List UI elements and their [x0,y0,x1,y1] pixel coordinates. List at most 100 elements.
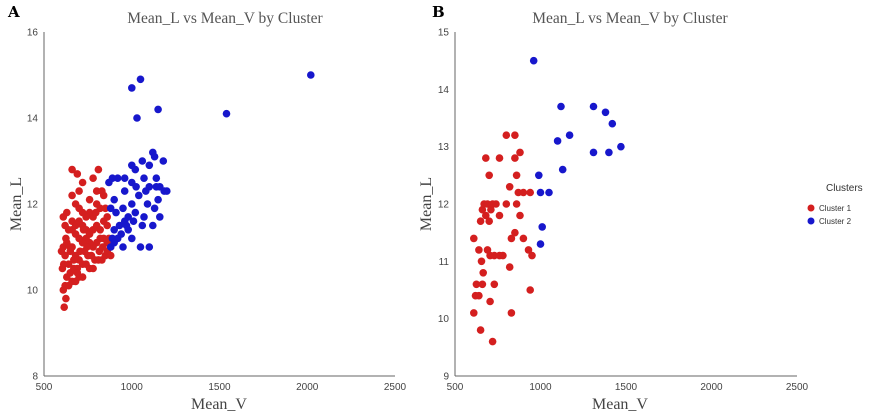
panel-a-cluster-1-point-51 [63,208,71,217]
panel-a-cluster-2-point-53 [143,200,152,208]
panel-b-cluster-2-point-15 [536,240,545,248]
panel-b-cluster-2-point-3 [601,108,610,117]
panel-b-x-label: Mean_V [592,396,648,413]
panel-a-cluster-1-point-90 [79,226,88,234]
panel-b-y-tick-2: 11 [439,257,450,268]
panel-a-x-label: Mean_V [191,396,247,413]
panel-b-y-tick-5: 14 [438,85,450,96]
panel-b-cluster-2-point-0 [529,56,538,65]
panel-b-cluster-2-point-4 [608,119,617,128]
panel-b-cluster-1-point-48 [526,286,534,294]
panel-a-title: Mean_L vs Mean_V by Cluster [127,10,323,27]
panel-a-cluster-1-point-87 [57,247,66,256]
panel-a-cluster-1-point-12 [78,273,87,281]
panel-b-points [470,56,625,346]
panel-b-cluster-1-point-26 [492,200,500,208]
panel-a: A Mean_L vs Mean_V by Cluster Mean_V Mea… [7,3,407,413]
panel-a-cluster-2-point-32 [140,213,148,221]
panel-a-cluster-2-point-40 [110,226,118,234]
panel-a-cluster-2-point-12 [159,157,168,165]
panel-b-cluster-1-point-41 [485,171,494,180]
panel-b-cluster-1-point-33 [526,188,534,197]
panel-a-cluster-2-point-28 [112,208,120,217]
panel-b-x-tick-0: 500 [447,382,464,393]
panel-a-cluster-2-point-35 [149,221,157,230]
panel-b-cluster-1-point-19 [478,205,487,214]
panel-b-cluster-2-point-7 [589,148,598,157]
panel-b-cluster-1-point-40 [482,154,490,162]
panel-a-cluster-1-point-1 [62,294,70,303]
panel-a-cluster-1-point-83 [103,213,111,221]
panel-a-ticks: 500 1000 1500 2000 2500 8 10 12 14 16 [27,28,407,394]
panel-b-cluster-1-point-29 [505,183,514,191]
legend-title: Clusters [826,183,863,194]
panel-a-y-label: Mean_L [8,177,25,231]
panel-a-y-tick-2: 12 [27,200,39,211]
panel-a-cluster-1-point-94 [99,243,107,251]
panel-b-cluster-1-point-2 [475,291,483,300]
panel-a-cluster-1-point-77 [73,170,82,178]
panel-a-cluster-1-point-69 [68,191,76,200]
panel-b-ticks: 500 1000 1500 2000 2500 9 10 11 12 13 14 15 [438,28,809,394]
panel-a-cluster-1-point-78 [68,165,76,174]
legend-marker-cluster-2 [807,217,815,225]
panel-b-y-tick-1: 10 [438,314,450,325]
panel-b-cluster-2-point-8 [565,131,574,139]
panel-a-cluster-2-point-49 [110,238,118,247]
panel-b-letter: B [432,3,445,21]
panel-a-cluster-2-point-1 [136,75,145,84]
panel-a-cluster-1-point-75 [92,187,101,195]
panel-a-cluster-2-point-2 [133,114,141,122]
panel-a-cluster-1-point-91 [83,243,91,251]
panel-b-cluster-2-point-13 [545,188,553,197]
panel-a-cluster-2-point-55 [132,183,140,191]
panel-a-cluster-2-point-5 [307,71,315,79]
panel-a-cluster-1-point-82 [101,204,110,213]
panel-a-x-tick-2: 1500 [208,382,231,393]
panel-b-cluster-2-point-2 [589,102,598,111]
panel-a-cluster-2-point-27 [106,204,115,213]
panel-b-cluster-1-point-38 [502,131,511,139]
panel-b-cluster-1-point-17 [499,251,507,260]
panel-b-title: Mean_L vs Mean_V by Cluster [532,10,728,27]
panel-a-cluster-1-point-68 [71,200,80,208]
panel-b-y-label: Mean_L [418,177,435,231]
panel-b-cluster-1-point-4 [478,280,487,289]
panel-a-y-tick-1: 10 [27,286,39,297]
panel-b-cluster-1-point-11 [477,257,486,266]
panel-a-cluster-2-point-3 [154,105,162,114]
panel-b-cluster-1-point-46 [524,246,533,254]
panel-b-cluster-2-point-9 [553,137,562,145]
panel-b-cluster-1-point-34 [512,171,521,180]
panel-a-cluster-2-point-36 [138,221,147,230]
panel-a-cluster-2-point-29 [119,204,127,213]
panel-a-cluster-2-point-8 [145,161,154,170]
panel-a-cluster-1-point-92 [92,208,100,217]
panel-b-y-tick-0: 9 [443,372,449,383]
panel-b-cluster-1-point-24 [485,217,494,225]
panel-a-cluster-2-point-47 [145,243,154,251]
panel-b-cluster-1-point-35 [511,154,519,162]
panel-b-cluster-1-point-28 [502,200,511,208]
panel-a-cluster-2-point-18 [120,187,129,195]
panel-b-cluster-1-point-43 [511,228,519,237]
panel-a-y-tick-3: 14 [27,114,39,125]
panel-a-cluster-2-point-11 [150,152,159,161]
panel-a-cluster-2-point-34 [156,213,164,221]
legend-label-cluster-2: Cluster 2 [819,217,852,226]
panel-b-x-tick-4: 2500 [786,382,809,393]
panel-a-cluster-2-point-43 [119,243,127,251]
panel-b-cluster-1-point-8 [490,280,499,289]
panel-b: B Mean_L vs Mean_V by Cluster Mean_V Mea… [418,3,809,413]
panel-b-cluster-1-point-23 [487,205,495,214]
panel-b-cluster-1-point-27 [495,211,504,220]
panel-b-cluster-1-point-42 [507,234,516,243]
panel-a-cluster-2-point-57 [152,174,161,182]
panel-b-cluster-2-point-5 [617,142,625,151]
panel-a-cluster-1-point-89 [76,247,84,256]
panel-b-cluster-1-point-36 [516,148,524,157]
panel-a-x-tick-4: 2500 [384,382,407,393]
panel-a-cluster-1-point-62 [103,221,111,230]
panel-b-cluster-1-point-47 [528,251,536,260]
panel-b-cluster-1-point-12 [479,269,488,277]
